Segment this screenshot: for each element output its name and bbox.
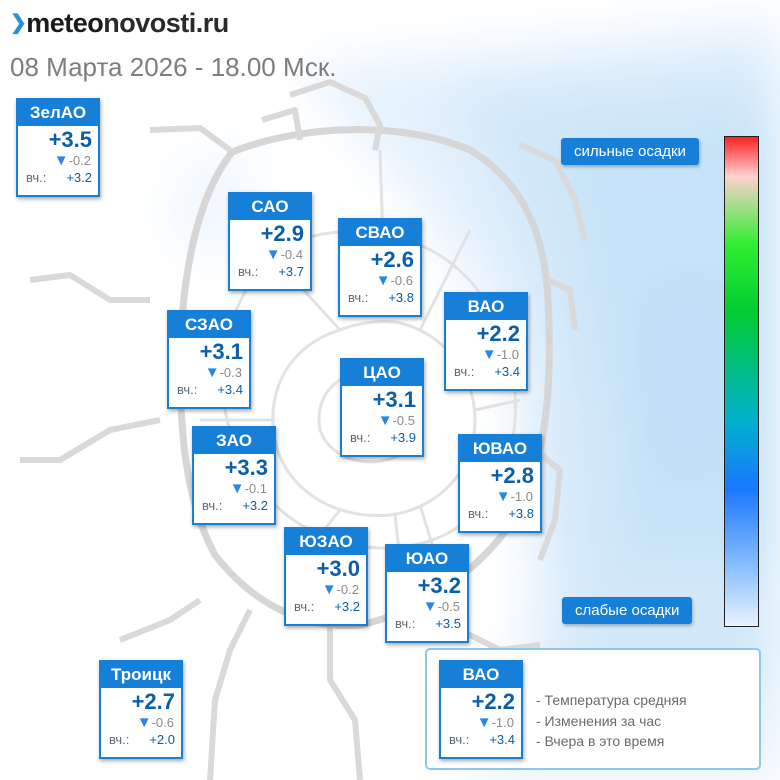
triangle-down-icon: ▼ — [375, 272, 391, 289]
district-yesterday: вч.: +3.4 — [177, 382, 243, 397]
district-temperature: +3.1 — [199, 339, 243, 364]
district-card-cao: ЦАО +3.1 ▼-0.5 вч.: +3.9 — [340, 358, 424, 457]
district-card-yuao: ЮАО +3.2 ▼-0.5 вч.: +3.5 — [385, 544, 469, 643]
district-hourly-change: ▼-1.0 — [481, 346, 519, 363]
logo-text-meteo: meteo — [26, 8, 104, 38]
district-temperature: +3.1 — [372, 387, 416, 412]
district-yesterday: вч.: +3.9 — [350, 430, 416, 445]
triangle-down-icon: ▼ — [265, 246, 281, 263]
district-name: ЗелАО — [18, 100, 98, 126]
district-name: СВАО — [340, 220, 420, 246]
district-card-zao: ЗАО +3.3 ▼-0.1 вч.: +3.2 — [192, 426, 276, 525]
triangle-down-icon: ▼ — [321, 581, 337, 598]
triangle-down-icon: ▼ — [481, 346, 497, 363]
district-temperature: +2.2 — [476, 321, 520, 346]
district-hourly-change: ▼-0.4 — [265, 246, 303, 263]
triangle-down-icon: ▼ — [136, 714, 152, 731]
triangle-down-icon: ▼ — [53, 152, 69, 169]
precipitation-colorbar — [724, 136, 759, 627]
triangle-down-icon: ▼ — [422, 598, 438, 615]
district-yesterday: вч.: +3.8 — [348, 290, 414, 305]
logo-text-novosti: novosti.ru — [103, 8, 229, 38]
district-yesterday: вч.: +3.2 — [202, 498, 268, 513]
district-yesterday: вч.: +3.8 — [468, 506, 534, 521]
district-hourly-change: ▼-0.1 — [229, 480, 267, 497]
district-temperature: +2.2 — [471, 689, 515, 714]
district-yesterday: вч.: +3.4 — [454, 364, 520, 379]
district-temperature: +2.6 — [370, 247, 414, 272]
district-name: ЮВАО — [460, 436, 540, 462]
district-card-yuvao: ЮВАО +2.8 ▼-1.0 вч.: +3.8 — [458, 434, 542, 533]
district-name: ВАО — [441, 662, 521, 688]
triangle-down-icon: ▼ — [476, 714, 492, 731]
district-temperature: +3.5 — [48, 127, 92, 152]
district-temperature: +3.2 — [417, 573, 461, 598]
district-hourly-change: ▼-1.0 — [476, 714, 514, 731]
legend-descriptions: - Температура средняя - Изменения за час… — [536, 690, 687, 752]
district-card-szao: СЗАО +3.1 ▼-0.3 вч.: +3.4 — [167, 310, 251, 409]
district-temperature: +2.7 — [131, 689, 175, 714]
district-name: ЮЗАО — [286, 529, 366, 555]
district-hourly-change: ▼-0.6 — [136, 714, 174, 731]
district-yesterday: вч.: +3.2 — [26, 170, 92, 185]
triangle-down-icon: ▼ — [204, 364, 220, 381]
district-yesterday: вч.: +3.5 — [395, 616, 461, 631]
district-temperature: +2.9 — [260, 221, 304, 246]
district-card-svao: СВАО +2.6 ▼-0.6 вч.: +3.8 — [338, 218, 422, 317]
logo-chevron-icon: ❯ — [10, 12, 27, 34]
district-name: СЗАО — [169, 312, 249, 338]
district-hourly-change: ▼-0.2 — [53, 152, 91, 169]
district-card-zelao: ЗелАО +3.5 ▼-0.2 вч.: +3.2 — [16, 98, 100, 197]
district-name: САО — [230, 194, 310, 220]
triangle-down-icon: ▼ — [229, 480, 245, 497]
district-name: ВАО — [446, 294, 526, 320]
district-temperature: +2.8 — [490, 463, 534, 488]
legend-line-yesterday: - Вчера в это время — [536, 733, 665, 749]
triangle-down-icon: ▼ — [495, 488, 511, 505]
district-yesterday: вч.: +3.4 — [449, 732, 515, 747]
district-temperature: +3.3 — [224, 455, 268, 480]
district-name: ЦАО — [342, 360, 422, 386]
district-card-troitsk: Троицк +2.7 ▼-0.6 вч.: +2.0 — [99, 660, 183, 759]
district-hourly-change: ▼-0.3 — [204, 364, 242, 381]
district-hourly-change: ▼-0.5 — [377, 412, 415, 429]
legend-line-temperature: - Температура средняя — [536, 692, 687, 708]
district-yesterday: вч.: +2.0 — [109, 732, 175, 747]
scale-label-weak: слабые осадки — [562, 597, 693, 624]
district-yesterday: вч.: +3.2 — [294, 599, 360, 614]
legend-line-change: - Изменения за час — [536, 712, 662, 729]
district-name: ЮАО — [387, 546, 467, 572]
district-hourly-change: ▼-0.2 — [321, 581, 359, 598]
site-logo[interactable]: ❯meteonovosti.ru — [10, 8, 229, 39]
legend-example-card: ВАО +2.2 ▼-1.0 вч.: +3.4 — [439, 660, 523, 759]
district-card-yuzao: ЮЗАО +3.0 ▼-0.2 вч.: +3.2 — [284, 527, 368, 626]
district-yesterday: вч.: +3.7 — [238, 264, 304, 279]
district-hourly-change: ▼-1.0 — [495, 488, 533, 505]
district-hourly-change: ▼-0.6 — [375, 272, 413, 289]
district-temperature: +3.0 — [316, 556, 360, 581]
district-card-sao: САО +2.9 ▼-0.4 вч.: +3.7 — [228, 192, 312, 291]
district-name: Троицк — [101, 662, 181, 688]
forecast-timestamp: 08 Марта 2026 - 18.00 Мск. — [10, 52, 337, 82]
district-hourly-change: ▼-0.5 — [422, 598, 460, 615]
district-card-vao: ВАО +2.2 ▼-1.0 вч.: +3.4 — [444, 292, 528, 391]
district-name: ЗАО — [194, 428, 274, 454]
triangle-down-icon: ▼ — [377, 412, 393, 429]
scale-label-strong: сильные осадки — [561, 138, 699, 165]
